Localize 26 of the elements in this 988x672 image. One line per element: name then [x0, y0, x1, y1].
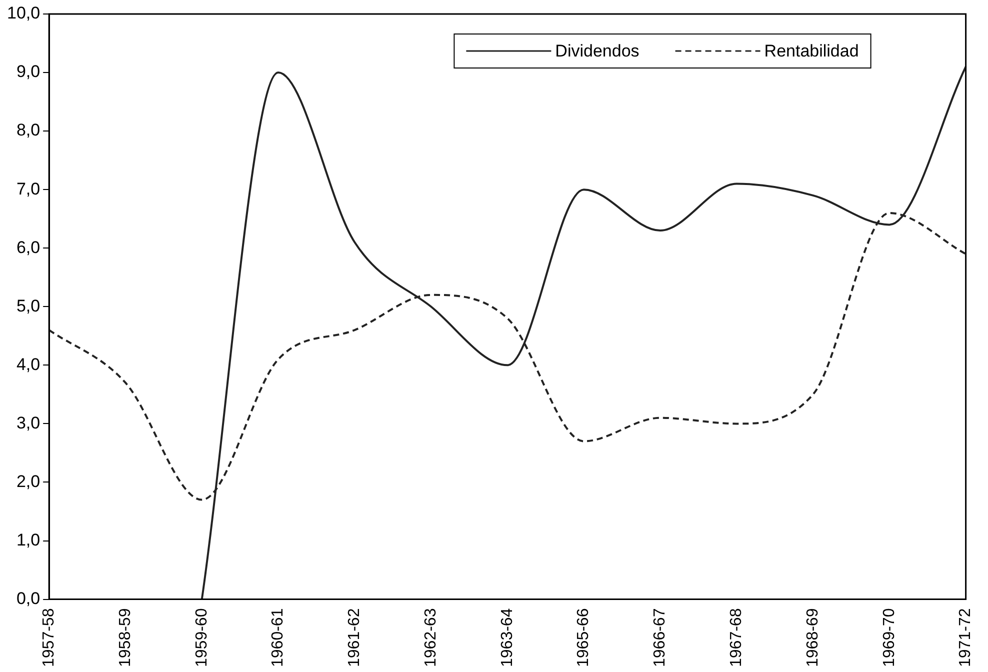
- x-tick-label: 1966-67: [652, 608, 669, 667]
- x-tick-label: 1971-72: [957, 608, 974, 667]
- x-tick-label: 1960-61: [270, 608, 287, 667]
- legend-label: Dividendos: [555, 42, 640, 61]
- y-tick-label: 0,0: [16, 588, 40, 608]
- x-tick-label: 1958-59: [116, 608, 134, 667]
- legend-label: Rentabilidad: [764, 42, 859, 61]
- y-tick-label: 2,0: [16, 472, 40, 491]
- x-tick-label: 1957-58: [40, 608, 58, 667]
- y-tick-label: 3,0: [16, 413, 40, 432]
- y-tick-label: 8,0: [16, 120, 40, 140]
- y-tick-label: 6,0: [16, 238, 40, 257]
- x-tick-label: 1965-66: [575, 608, 592, 667]
- x-tick-label: 1961-62: [346, 608, 364, 667]
- y-tick-label: 5,0: [16, 296, 40, 316]
- y-tick-label: 7,0: [16, 179, 40, 198]
- y-tick-label: 9,0: [16, 62, 40, 82]
- y-tick-label: 4,0: [16, 354, 40, 374]
- y-tick-label: 10,0: [6, 4, 40, 23]
- x-tick-label: 1963-64: [498, 608, 516, 667]
- x-tick-label: 1968-69: [804, 608, 822, 667]
- x-tick-label: 1962-63: [422, 608, 440, 667]
- x-tick-label: 1959-60: [193, 608, 210, 667]
- x-tick-label: 1969-70: [880, 608, 898, 667]
- y-tick-label: 1,0: [16, 530, 40, 550]
- x-tick-label: 1967-68: [728, 608, 746, 667]
